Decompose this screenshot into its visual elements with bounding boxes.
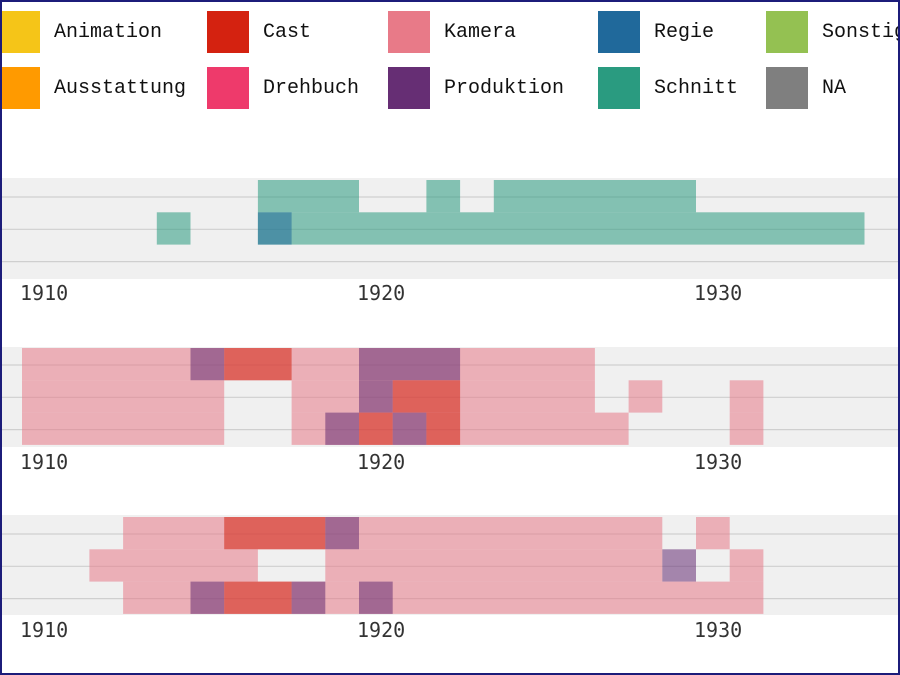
- cell-produktion-1929-1930: [662, 549, 696, 582]
- x-tick-label: 1910: [20, 618, 68, 642]
- cell-produktion-1915-1916: [190, 581, 225, 614]
- cell-kamera-1931-1932: [729, 412, 764, 445]
- cell-schnitt-1917-1935: [257, 212, 865, 245]
- cell-kamera-1910-1916: [22, 380, 225, 413]
- x-tick-label: 1920: [357, 450, 405, 474]
- cell-cast-1916-1918: [224, 348, 292, 381]
- cell-kamera-1910-1927: [22, 348, 595, 381]
- cell-kamera-1930-1931: [696, 517, 730, 550]
- timeline-panel-2: 1910 1920 1930: [2, 347, 898, 474]
- legend-label-drehbuch: Drehbuch: [263, 77, 360, 100]
- cell-kamera-1919-1929: [325, 549, 663, 582]
- legend-swatch-na: [766, 67, 808, 109]
- x-tick-label: 1930: [694, 450, 742, 474]
- legend-swatch-schnitt: [598, 67, 640, 109]
- legend-label-sonstiges: Sonstiges: [822, 21, 898, 44]
- legend-label-animation: Animation: [54, 21, 163, 44]
- cell-produktion-1920-1921: [359, 380, 393, 413]
- legend-label-schnitt: Schnitt: [654, 77, 739, 100]
- x-tick-label: 1910: [20, 450, 68, 474]
- cell-produktion-1920-1923: [359, 348, 461, 381]
- timeline-panel-3: 1910 1920 1930: [2, 515, 898, 642]
- cell-produktion-1918-1919: [291, 581, 326, 614]
- legend-swatch-kamera: [388, 11, 430, 53]
- cell-produktion-1919-1920: [325, 517, 359, 550]
- legend-label-regie: Regie: [654, 21, 715, 44]
- cell-kamera-1910-1916: [22, 412, 225, 445]
- legend: Animation Ausstattung Cast Drehbuch Kamera Pr…: [2, 2, 898, 122]
- legend-label-cast: Cast: [263, 21, 312, 44]
- cell-produktion-1920-1921: [359, 581, 393, 614]
- legend-swatch-ausstattung: [2, 67, 40, 109]
- cell-cast-1916-1918: [224, 581, 292, 614]
- x-tick-label: 1930: [694, 618, 742, 642]
- cell-produktion-1921-1922: [392, 412, 427, 445]
- cell-kamera-1931-1932: [729, 549, 764, 582]
- cell-schnitt-1924-1930: [493, 180, 696, 213]
- legend-swatch-drehbuch: [207, 67, 249, 109]
- legend-label-ausstattung: Ausstattung: [54, 77, 187, 100]
- legend-label-produktion: Produktion: [444, 77, 565, 100]
- cell-kamera-1913-1929: [123, 517, 663, 550]
- cell-schnitt-1914-1915: [156, 212, 191, 245]
- cell-produktion-1915-1916: [190, 348, 225, 381]
- cell-cast-1916-1919: [224, 517, 326, 550]
- cell-schnitt-1922-1923: [426, 180, 461, 213]
- cell-kamera-1928-1929: [628, 380, 663, 413]
- legend-swatch-sonstiges: [766, 11, 808, 53]
- cell-produktion-1919-1920: [325, 412, 359, 445]
- timeline-panel-1: 1910 1920 1930: [2, 178, 898, 305]
- legend-label-na: NA: [822, 77, 847, 100]
- cell-cast-1922-1923: [426, 412, 461, 445]
- legend-swatch-cast: [207, 11, 249, 53]
- legend-swatch-regie: [598, 11, 640, 53]
- x-tick-label: 1910: [20, 281, 68, 305]
- legend-swatch-produktion: [388, 67, 430, 109]
- legend-swatch-animation: [2, 11, 40, 53]
- cell-cast-1921-1923: [392, 380, 461, 413]
- legend-label-kamera: Kamera: [444, 21, 517, 44]
- x-tick-label: 1930: [694, 281, 742, 305]
- x-tick-label: 1920: [357, 618, 405, 642]
- cell-cast-1920-1921: [359, 412, 393, 445]
- x-tick-label: 1920: [357, 281, 405, 305]
- cell-kamera-1912-1917: [89, 549, 258, 582]
- cell-kamera-1931-1932: [729, 380, 764, 413]
- cell-schnitt-1917-1920: [257, 180, 359, 213]
- cell-regie-1917-1918: [257, 212, 292, 245]
